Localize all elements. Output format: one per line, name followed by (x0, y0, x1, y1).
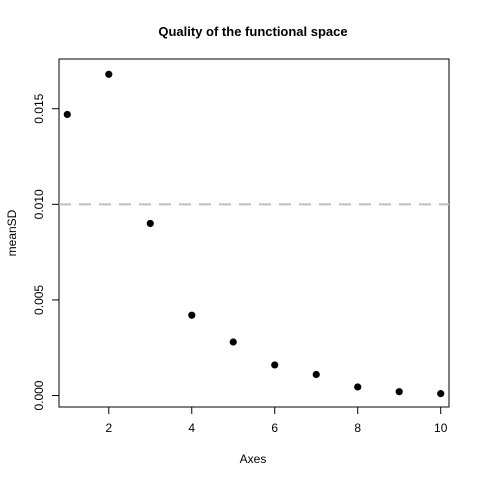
y-tick-label: 0.005 (32, 285, 46, 315)
data-point (188, 311, 196, 319)
data-point (146, 219, 154, 228)
x-tick-label: 4 (188, 421, 195, 435)
y-tick-label: 0.015 (32, 93, 46, 123)
data-point (105, 70, 113, 78)
data-points (63, 70, 445, 398)
data-point (354, 383, 362, 391)
data-point (395, 388, 403, 396)
y-tick-label: 0.000 (32, 380, 46, 410)
y-axis-label: meanSD (5, 209, 19, 256)
x-tick-label: 2 (105, 421, 112, 435)
data-point (312, 370, 320, 379)
chart-title: Quality of the functional space (158, 24, 347, 39)
plot-frame (58, 58, 450, 408)
plot-area: 2 4 6 8 10 0.000 0.005 0.010 0.015 (32, 58, 450, 435)
x-tick-label: 6 (271, 421, 278, 435)
data-point (229, 338, 237, 346)
x-tick-label: 10 (434, 421, 448, 435)
data-point (63, 110, 71, 119)
x-axis-label: Axes (240, 452, 267, 466)
x-tick-label: 8 (354, 421, 361, 435)
data-point (271, 361, 279, 369)
y-axis-ticks: 0.000 0.005 0.010 0.015 (32, 93, 59, 411)
y-tick-label: 0.010 (32, 189, 46, 219)
x-axis-ticks: 2 4 6 8 10 (105, 407, 448, 435)
data-point (437, 390, 445, 398)
